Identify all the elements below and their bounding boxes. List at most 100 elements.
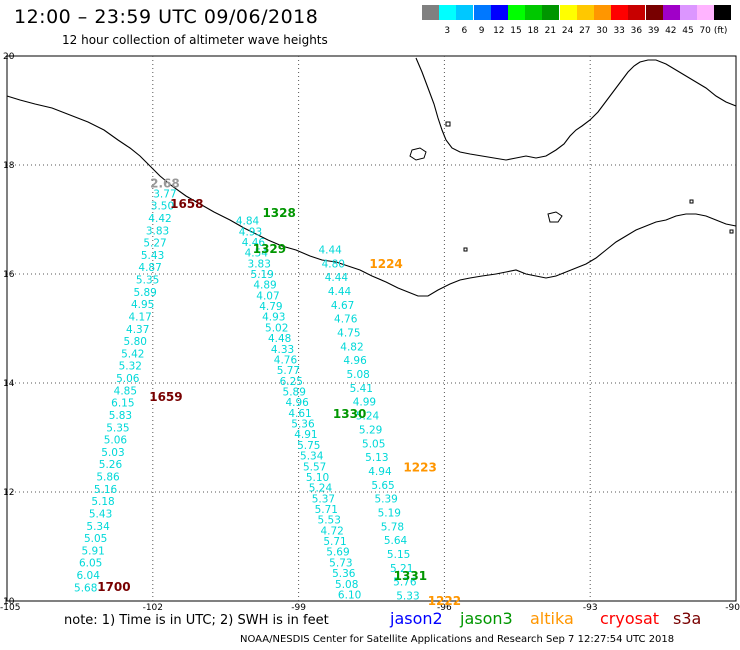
swh-value: 4.93 — [239, 226, 262, 238]
swh-value: 4.96 — [343, 355, 367, 367]
map-frame — [6, 55, 737, 602]
swh-value: 5.06 — [116, 373, 140, 385]
swh-value: 5.06 — [104, 435, 128, 447]
satellite-legend-jason3: jason3 — [460, 609, 513, 628]
lat-tick-label: 14 — [3, 379, 15, 389]
pass-time-label: 2.68 — [150, 177, 180, 191]
pass-time-label: 1658 — [170, 197, 203, 211]
swh-value: 6.10 — [338, 589, 361, 601]
swh-value: 4.84 — [236, 216, 260, 228]
swh-value: 5.80 — [124, 336, 147, 348]
swh-value: 4.95 — [131, 299, 154, 311]
colorbar-label: 33 — [613, 26, 625, 36]
swh-value: 5.34 — [300, 451, 324, 463]
colorbar-label: 15 — [510, 26, 522, 36]
swh-value: 4.46 — [242, 237, 266, 249]
swh-value: 5.08 — [346, 369, 369, 381]
swh-value: 5.41 — [350, 383, 373, 395]
colorbar-label: 9 — [478, 26, 485, 36]
swh-value: 5.73 — [329, 557, 352, 569]
swh-value: 5.15 — [387, 549, 410, 561]
swh-value: 5.36 — [291, 419, 315, 431]
swh-value: 6.25 — [280, 376, 303, 388]
swh-value: 5.75 — [297, 440, 320, 452]
colorbar-label: 18 — [527, 26, 539, 36]
swh-value: 5.71 — [315, 504, 338, 516]
colorbar-swatch — [525, 5, 543, 20]
swh-value: 3.83 — [146, 225, 169, 237]
swh-value: 4.85 — [114, 385, 137, 397]
island-1 — [409, 147, 427, 161]
swh-value: 4.07 — [256, 290, 279, 302]
swh-value: 5.02 — [265, 322, 288, 334]
swh-value: 4.44 — [325, 272, 349, 284]
map-title: 12:00 – 23:59 UTC 09/06/2018 — [14, 6, 319, 28]
pass-time-labels: 2.68 1658 1328 1329 1224 1659 1330 1223 13311222… — [97, 177, 461, 608]
swh-value: 6.04 — [77, 570, 101, 582]
mexico-coastline — [6, 95, 737, 297]
colorbar-swatch — [697, 5, 715, 20]
swh-value: 5.32 — [119, 361, 142, 373]
swh-value: 5.42 — [121, 348, 144, 360]
colorbar-swatch — [559, 5, 577, 20]
swh-value: 5.68 — [74, 582, 97, 594]
colorbar-label: 6 — [461, 26, 468, 36]
island-3 — [445, 121, 451, 127]
swh-value: 3.50 — [151, 201, 174, 213]
swh-value: 4.91 — [294, 429, 317, 441]
swh-value: 5.36 — [332, 568, 356, 580]
colorbar-label: 21 — [544, 26, 557, 36]
swh-value: 5.16 — [94, 484, 118, 496]
colorbar-label: 36 — [630, 26, 643, 36]
swh-value: 5.65 — [371, 480, 394, 492]
lat-tick-label: 20 — [3, 52, 15, 62]
swh-value: 3.83 — [248, 258, 271, 270]
swh-value: 5.43 — [141, 250, 164, 262]
swh-value: 6.05 — [79, 558, 102, 570]
satellite-legend-cryosat: cryosat — [600, 609, 660, 628]
pass-time-label: 1700 — [97, 580, 130, 594]
pass-time-label: 1222 — [428, 594, 461, 608]
colorbar-swatch — [645, 5, 663, 20]
swh-value: 5.77 — [277, 365, 300, 377]
island-4 — [463, 247, 468, 252]
lon-tick-label: -93 — [583, 603, 598, 613]
swh-value: 4.48 — [268, 333, 291, 345]
swh-value: 5.08 — [335, 579, 358, 591]
swh-value: 5.19 — [378, 507, 401, 519]
swh-value: 4.82 — [340, 341, 363, 353]
swh-value: 4.94 — [368, 466, 392, 478]
lat-tick-label: 16 — [3, 270, 15, 280]
colorbar-label: 24 — [561, 26, 574, 36]
swh-value: 4.37 — [126, 324, 149, 336]
swh-value: 5.71 — [323, 536, 346, 548]
satellite-legend-s3a: s3a — [673, 609, 702, 628]
colorbar-label: 3 — [444, 26, 451, 36]
swh-value: 5.24 — [309, 483, 333, 495]
colorbar-label: 12 — [493, 26, 505, 36]
pass-time-label: 1223 — [403, 460, 436, 474]
satellite-legend-altika: altika — [530, 609, 574, 628]
swh-value: 5.37 — [312, 493, 335, 505]
colorbar-swatch — [439, 5, 457, 20]
colorbar-swatch — [456, 5, 474, 20]
colorbar-label: 42 — [665, 26, 677, 36]
swh-value: 4.61 — [288, 408, 311, 420]
swh-value: 5.57 — [303, 461, 326, 473]
swh-value: 5.34 — [86, 521, 110, 533]
swh-value: 5.91 — [81, 545, 104, 557]
swh-value: 5.78 — [381, 521, 404, 533]
pass-time-label: 1224 — [369, 257, 402, 271]
swh-value: 5.18 — [91, 496, 114, 508]
colorbar-label: 30 — [596, 26, 608, 36]
satellite-legend-jason2: jason2 — [390, 609, 443, 628]
colorbar-swatch — [508, 5, 525, 20]
pass-time-label: 1328 — [262, 206, 295, 220]
colorbar-swatch — [576, 5, 594, 20]
swh-value: 4.87 — [138, 262, 161, 274]
swh-value: 5.33 — [396, 591, 419, 603]
colorbar-label: 27 — [579, 26, 591, 36]
swh-value: 5.26 — [99, 459, 123, 471]
